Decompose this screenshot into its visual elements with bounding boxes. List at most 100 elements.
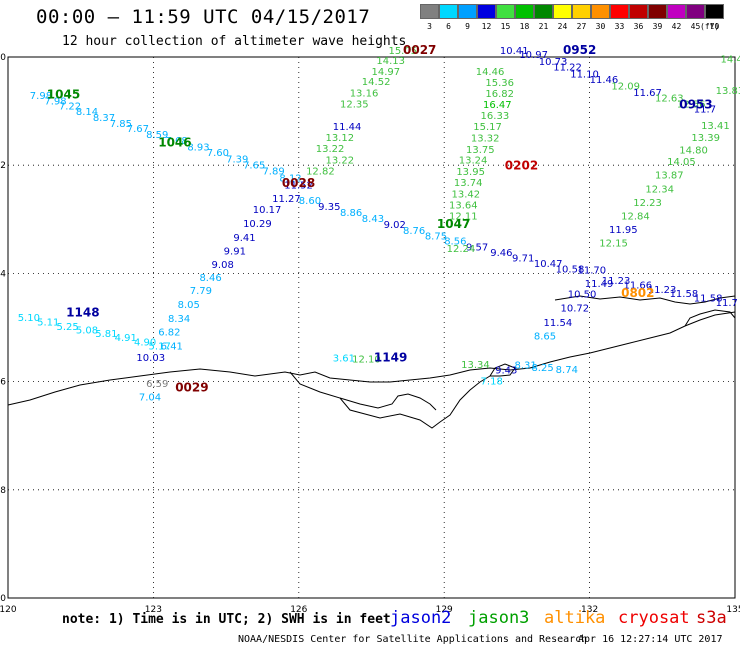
swh-value: 10.50: [568, 290, 597, 301]
legend-label: 6: [446, 22, 451, 31]
swh-value: 5.11: [37, 317, 59, 328]
swh-value: 11.23: [602, 276, 631, 287]
satellite-name: cryosat: [618, 608, 690, 628]
swh-value: 10.73: [539, 57, 568, 68]
swh-value: 5.08: [76, 325, 98, 336]
swh-value: 8.56: [444, 237, 466, 248]
swh-value: 13.32: [471, 133, 500, 144]
swh-value: 12.15: [599, 238, 628, 249]
swh-value: 11.54: [544, 318, 573, 329]
pass-time-label: 1046: [158, 135, 191, 149]
swh-value: 13.12: [325, 133, 354, 144]
coastline: [7, 295, 736, 429]
swh-value: 13.74: [454, 178, 483, 189]
swh-value: 10.03: [136, 353, 165, 364]
swh-value: 11.27: [272, 194, 301, 205]
swh-value: 11.67: [633, 88, 662, 99]
swh-value: 3.61: [333, 354, 355, 365]
swh-value: 10.72: [561, 303, 590, 314]
swh-value: 11.23: [648, 285, 677, 296]
swh-value: 8.86: [340, 208, 362, 219]
pass-time-label: 0952: [563, 43, 596, 57]
swh-value: 12.35: [340, 99, 369, 110]
swh-value: 16.82: [485, 89, 514, 100]
swh-value: 13.42: [451, 190, 480, 201]
legend-label: 24: [557, 22, 568, 31]
swh-value: 11.52: [284, 180, 313, 191]
legend-label: 33: [614, 22, 625, 31]
swh-value: 13.41: [701, 121, 730, 132]
lat-tick-label: -66: [0, 378, 6, 388]
swh-value: 13.22: [316, 144, 345, 155]
legend-swatch: [553, 4, 572, 19]
swh-value: 7.68: [166, 136, 188, 147]
lat-tick-label: -70: [0, 594, 6, 604]
swh-value: 8.93: [187, 143, 209, 154]
swh-value: 8.76: [403, 226, 425, 237]
swh-value: 11.7: [716, 298, 738, 309]
swh-value: 7.39: [226, 154, 248, 165]
swh-value: 13.83: [716, 86, 740, 97]
swh-value: 14.80: [679, 145, 708, 156]
pass-time-label: 1149: [374, 351, 407, 365]
page-subtitle: 12 hour collection of altimeter wave hei…: [62, 34, 407, 49]
legend-swatch: [515, 4, 534, 19]
swh-value: 11.70: [577, 265, 606, 276]
swh-value: 8.37: [93, 113, 115, 124]
footer-timestamp: Apr 16 12:27:14 UTC 2017: [578, 634, 723, 645]
swh-value: 8.31: [514, 361, 536, 372]
pass-time-label: 0953: [679, 97, 712, 111]
legend-swatch: [648, 4, 667, 19]
swh-value: 8.74: [556, 365, 578, 376]
swh-value: 4.91: [115, 333, 137, 344]
swh-value: 4.90: [134, 337, 156, 348]
swh-value: 9.02: [384, 220, 406, 231]
satellite-name: altika: [544, 608, 606, 628]
swh-value: 13.75: [466, 145, 495, 156]
lat-tick-label: -64: [0, 269, 6, 279]
swh-value: 11.10: [570, 70, 599, 81]
swh-value: 7.98: [44, 97, 66, 108]
lon-tick-label: 120: [0, 605, 17, 615]
swh-value: 7.85: [110, 119, 132, 130]
swh-value: 8.34: [168, 314, 190, 325]
swh-labels: 7.987.987.228.148.377.857.678.597.688.93…: [18, 46, 740, 404]
swh-value: 8.14: [76, 107, 98, 118]
legend-swatch: [420, 4, 439, 19]
lat-tick-label: -62: [0, 161, 6, 171]
swh-value: 14.46: [476, 67, 505, 78]
lon-tick-label: 132: [581, 605, 598, 615]
pass-time-label: 0202: [505, 159, 538, 173]
swh-value: 16.47: [483, 100, 512, 111]
swh-value: 5.25: [56, 322, 78, 333]
swh-value: 10.47: [534, 259, 563, 270]
swh-value: 7.79: [190, 286, 212, 297]
legend-swatch: [534, 4, 553, 19]
color-legend: [420, 4, 724, 19]
swh-value: 8.75: [425, 231, 447, 242]
page-title: 00:00 – 11:59 UTC 04/15/2017: [36, 6, 371, 28]
legend-swatch: [591, 4, 610, 19]
legend-label: 15: [500, 22, 511, 31]
legend-swatch: [572, 4, 591, 19]
swh-value: 13.64: [449, 200, 478, 211]
swh-value: 9.46: [490, 248, 512, 259]
swh-value: 13.24: [459, 156, 488, 167]
antarctic-coast-east: [554, 295, 736, 305]
swh-value: 6.82: [158, 328, 180, 339]
swh-value: 12.56: [677, 99, 706, 110]
legend-label: 21: [538, 22, 549, 31]
swh-value: 11.44: [333, 122, 362, 133]
antarctic-coast-shelf: [339, 393, 437, 411]
swh-value: 9.43: [495, 365, 517, 376]
swh-value: 11.7: [694, 105, 716, 116]
legend-label: 27: [576, 22, 587, 31]
legend-swatch: [439, 4, 458, 19]
swh-value: 9.57: [466, 243, 488, 254]
swh-value: 5.17: [149, 342, 171, 353]
swh-value: 12.09: [611, 81, 640, 92]
satellite-name: jason3: [468, 608, 530, 628]
swh-value: 12.11: [449, 211, 478, 222]
map-grid: 120 123 126 129 132 135 -60 -62 -64 -66 -68 -70: [0, 53, 740, 615]
map-frame: [7, 56, 736, 599]
